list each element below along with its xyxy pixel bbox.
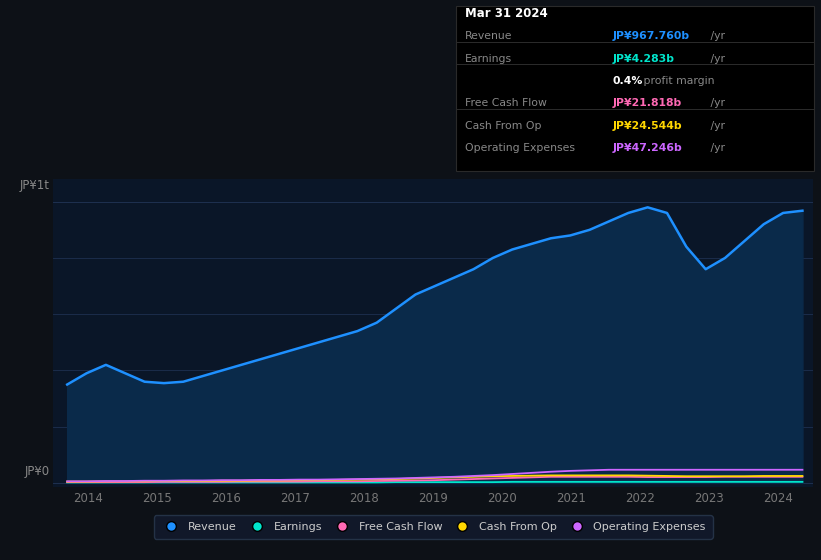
Text: /yr: /yr <box>707 121 725 131</box>
Text: JP¥4.283b: JP¥4.283b <box>612 54 675 64</box>
Legend: Revenue, Earnings, Free Cash Flow, Cash From Op, Operating Expenses: Revenue, Earnings, Free Cash Flow, Cash … <box>154 515 713 539</box>
Text: /yr: /yr <box>707 99 725 109</box>
Text: JP¥1t: JP¥1t <box>20 179 49 192</box>
Text: Free Cash Flow: Free Cash Flow <box>465 99 547 109</box>
Text: JP¥24.544b: JP¥24.544b <box>612 121 682 131</box>
Text: Revenue: Revenue <box>465 31 512 41</box>
Text: JP¥0: JP¥0 <box>25 465 49 478</box>
Text: /yr: /yr <box>707 143 725 153</box>
Text: Earnings: Earnings <box>465 54 511 64</box>
Text: JP¥967.760b: JP¥967.760b <box>612 31 690 41</box>
Text: Cash From Op: Cash From Op <box>465 121 541 131</box>
Text: Mar 31 2024: Mar 31 2024 <box>465 7 548 20</box>
Text: profit margin: profit margin <box>640 76 714 86</box>
Text: JP¥21.818b: JP¥21.818b <box>612 99 681 109</box>
Text: /yr: /yr <box>707 31 725 41</box>
Text: JP¥47.246b: JP¥47.246b <box>612 143 682 153</box>
Text: Operating Expenses: Operating Expenses <box>465 143 575 153</box>
Text: 0.4%: 0.4% <box>612 76 643 86</box>
Text: /yr: /yr <box>707 54 725 64</box>
